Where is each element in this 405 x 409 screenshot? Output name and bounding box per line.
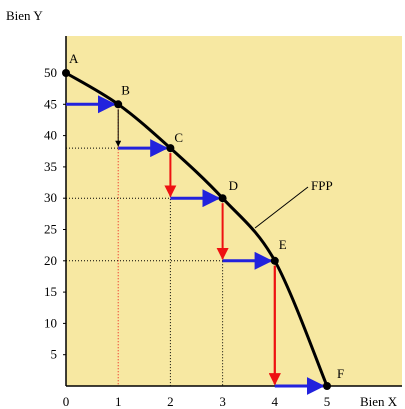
y-tick-labels: 5 10 15 20 25 30 35 40 45 50 xyxy=(44,65,66,362)
curve-points: A B C D E F xyxy=(62,51,344,390)
point-label-E: E xyxy=(279,237,287,252)
x-tick-labels: 0 1 2 3 4 5 xyxy=(63,394,331,409)
y-tick-label-20: 20 xyxy=(44,253,57,268)
y-tick-label-5: 5 xyxy=(51,347,58,362)
y-tick-label-25: 25 xyxy=(44,222,57,237)
movement-arrows xyxy=(66,95,325,395)
curve-label: FPP xyxy=(311,178,333,193)
fpp-leader-line xyxy=(254,186,309,229)
point-label-A: A xyxy=(69,51,79,66)
x-tick-label-3: 3 xyxy=(219,394,226,409)
point-label-C: C xyxy=(174,130,183,145)
y-tick-label-50: 50 xyxy=(44,65,57,80)
point-E xyxy=(270,256,279,265)
x-tick-label-1: 1 xyxy=(115,394,122,409)
x-tick-label-2: 2 xyxy=(167,394,174,409)
x-axis-label: Bien X xyxy=(360,394,398,409)
y-tick-label-15: 15 xyxy=(44,284,57,299)
point-label-D: D xyxy=(229,178,238,193)
point-label-F: F xyxy=(337,366,344,381)
point-A xyxy=(62,69,70,77)
x-tick-label-0: 0 xyxy=(63,394,70,409)
point-F xyxy=(323,382,331,390)
y-tick-label-45: 45 xyxy=(44,96,57,111)
y-tick-label-40: 40 xyxy=(44,128,57,143)
point-label-B: B xyxy=(121,82,130,97)
point-B xyxy=(114,100,123,109)
y-tick-label-30: 30 xyxy=(44,190,57,205)
x-tick-label-5: 5 xyxy=(324,394,331,409)
y-tick-label-35: 35 xyxy=(44,159,57,174)
point-C xyxy=(166,144,175,153)
point-D xyxy=(218,194,227,203)
x-tick-label-4: 4 xyxy=(272,394,279,409)
y-tick-label-10: 10 xyxy=(44,315,57,330)
y-axis-label: Bien Y xyxy=(6,8,43,23)
